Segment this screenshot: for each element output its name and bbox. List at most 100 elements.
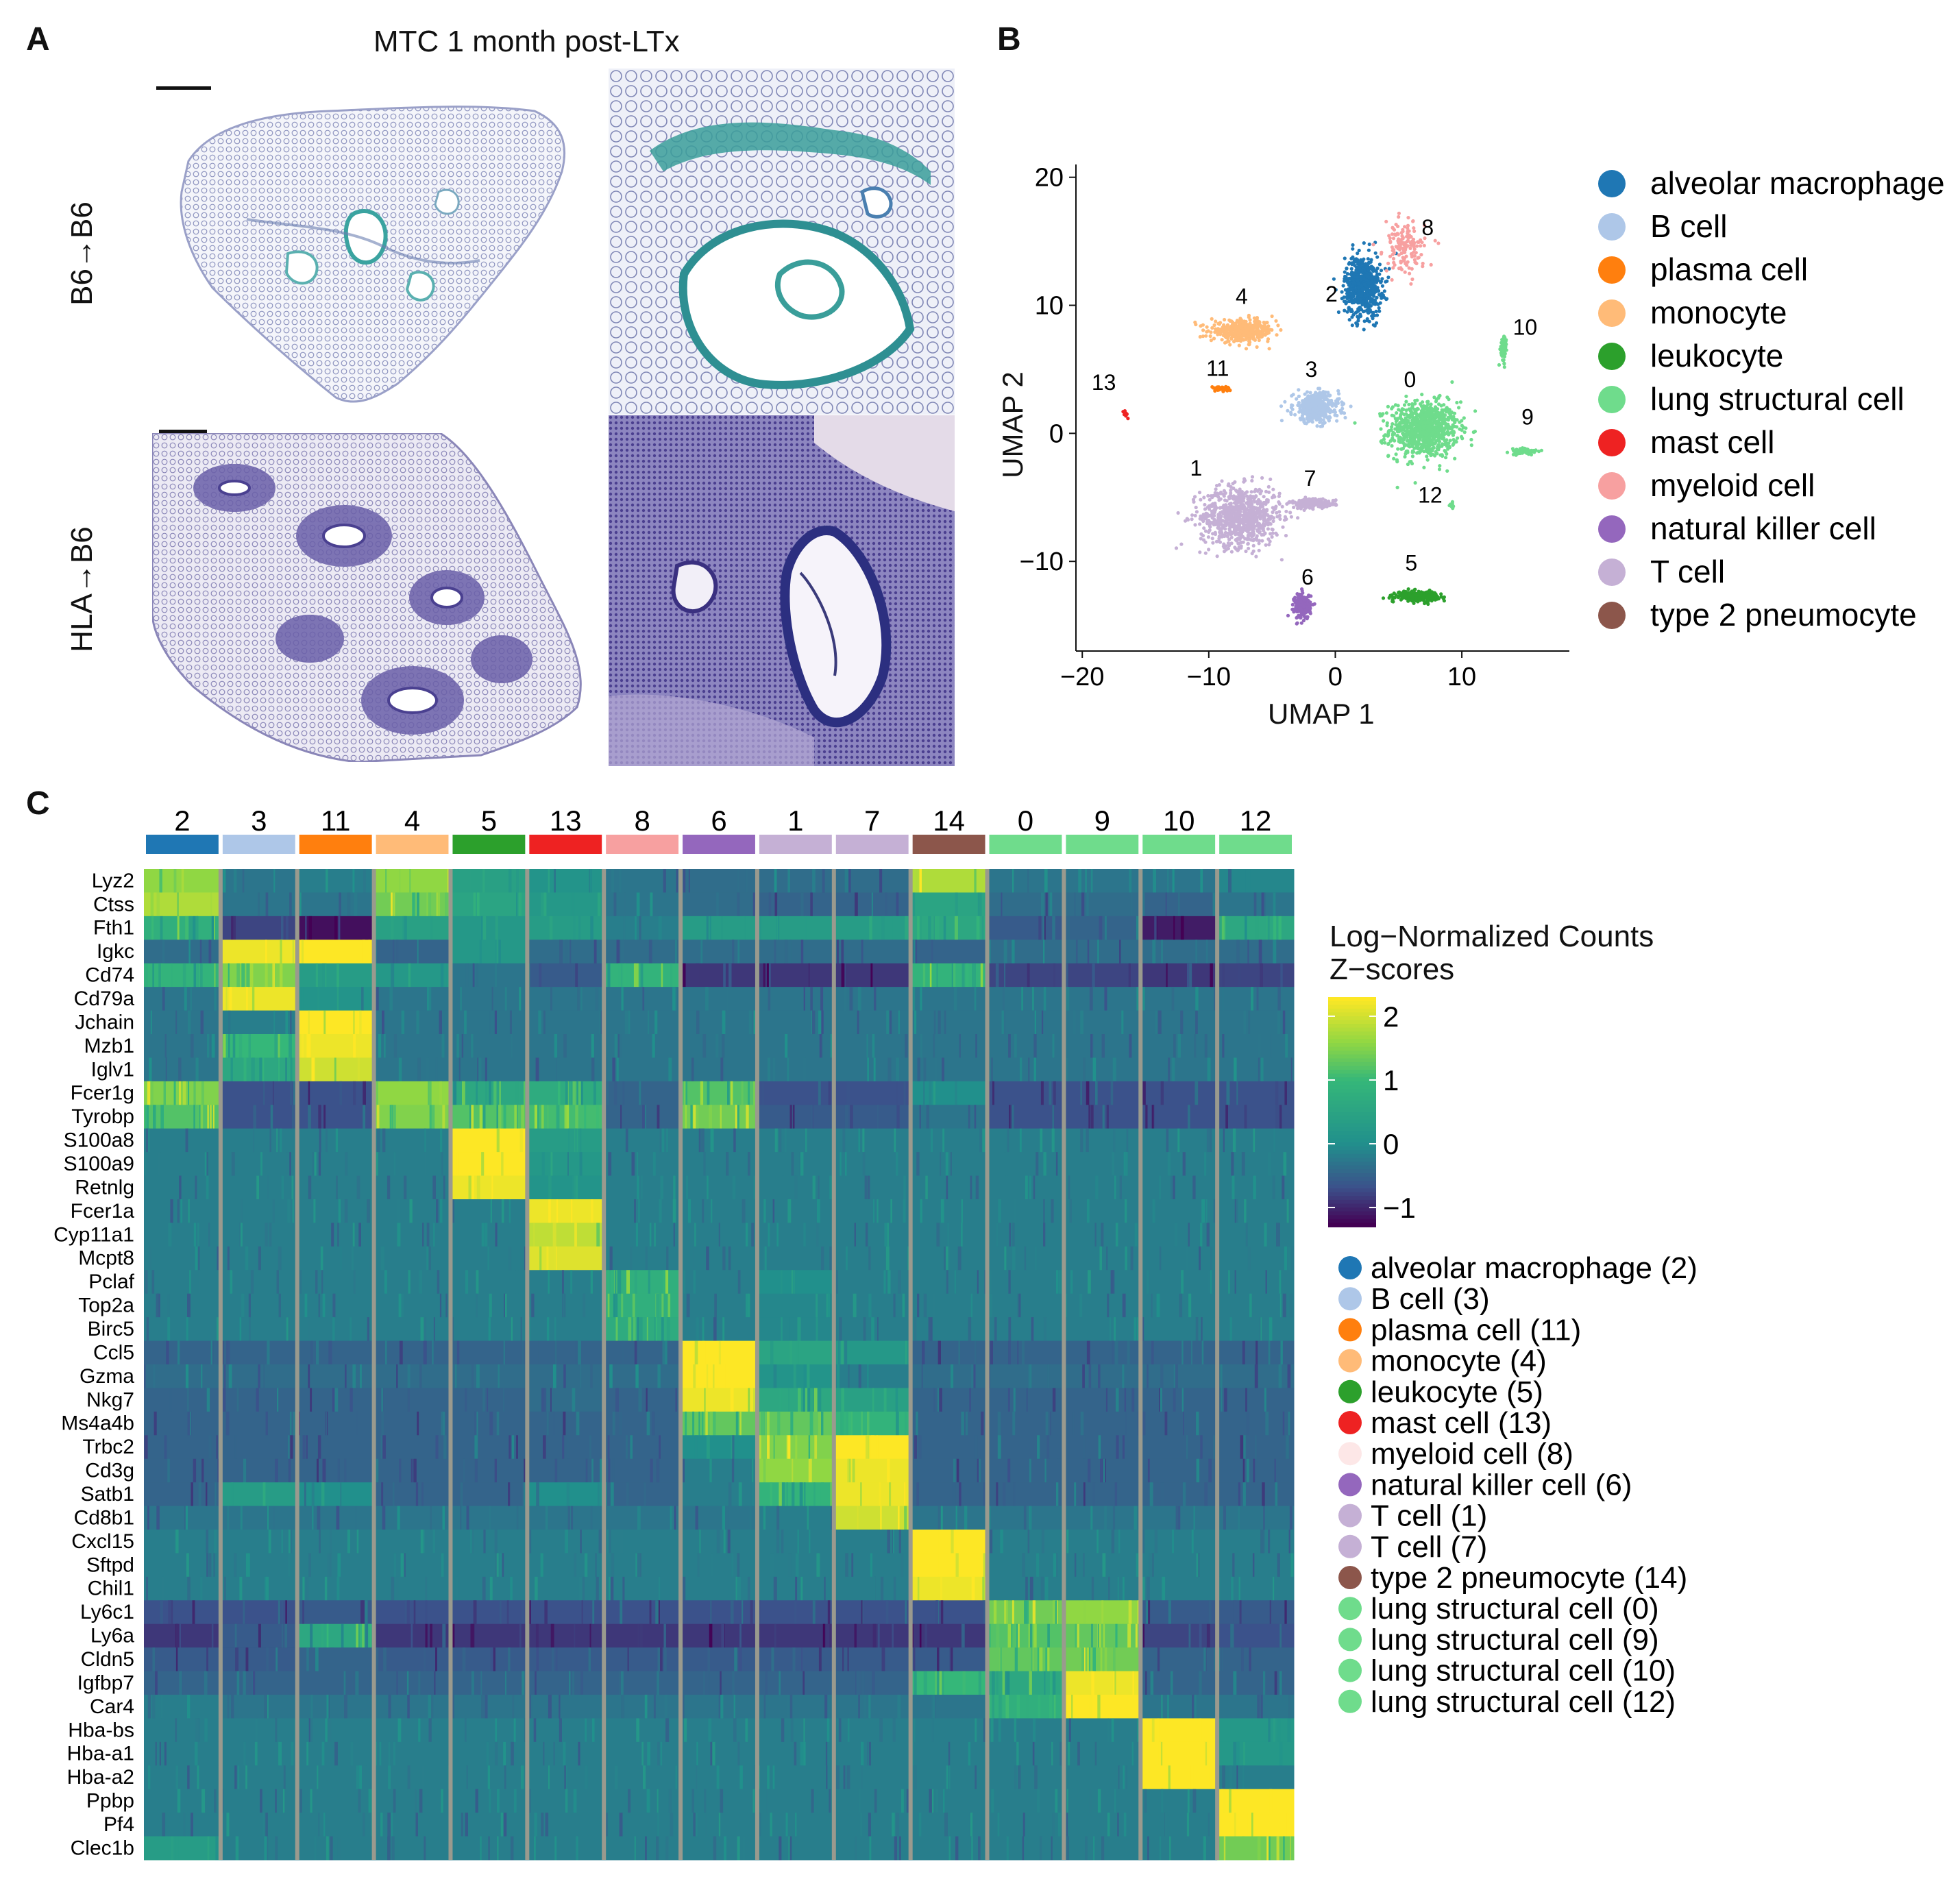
heatmap-column-label: 7 (864, 805, 880, 837)
heatmap-cell-stripe (476, 963, 478, 987)
heatmap-cell-stripe (675, 940, 677, 964)
umap-point (1255, 502, 1260, 506)
umap-point (1425, 458, 1430, 462)
heatmap-cell-stripe (768, 892, 772, 917)
umap-legend-item: myeloid cell (1650, 467, 1815, 503)
heatmap-cell-stripe (554, 869, 556, 893)
heatmap-cell-stripe (732, 940, 734, 964)
umap-point (1306, 413, 1310, 417)
heatmap-cell-stripe (353, 1034, 356, 1058)
heatmap-cell-stripe (151, 916, 154, 940)
umap-point (1351, 278, 1355, 282)
umap-point (1343, 308, 1347, 312)
umap-point (1229, 336, 1234, 341)
umap-point (1216, 539, 1221, 543)
heatmap-column-bar-9 (1066, 835, 1139, 854)
umap-point (1395, 434, 1399, 438)
heatmap-cell-stripe (980, 963, 983, 987)
umap-point (1299, 621, 1303, 625)
umap-point (1386, 454, 1391, 458)
umap-point (1343, 256, 1347, 260)
umap-point (1429, 443, 1433, 447)
heatmap-column-label: 2 (174, 805, 190, 837)
umap-point (1251, 543, 1255, 548)
heatmap-cell-stripe (398, 869, 401, 893)
umap-point (1418, 442, 1422, 446)
umap-point (1194, 322, 1198, 327)
heatmap-cell-stripe (803, 987, 805, 1011)
umap-point (1385, 297, 1389, 301)
umap-point (1301, 604, 1306, 609)
umap-point (1367, 242, 1371, 247)
umap-point (1212, 336, 1216, 341)
umap-point (1460, 428, 1464, 432)
umap-point (1245, 507, 1249, 511)
umap-point (1390, 232, 1395, 236)
umap-point (1202, 526, 1206, 530)
heatmap-cell-stripe (495, 916, 498, 940)
heatmap-cell-stripe (1045, 892, 1048, 917)
heatmap-cell-stripe (1119, 940, 1121, 964)
umap-point (1232, 506, 1236, 511)
heatmap-cell (757, 940, 835, 964)
umap-point (1382, 419, 1386, 423)
umap-point (1505, 450, 1510, 454)
heatmap-cell-stripe (1180, 916, 1184, 940)
umap-point (1436, 419, 1441, 423)
umap-point (1368, 297, 1372, 301)
umap-point (1197, 491, 1202, 495)
heatmap-cell-stripe (1087, 940, 1090, 964)
heatmap-cell-stripe (573, 916, 576, 940)
umap-point (1239, 518, 1243, 522)
umap-point (1350, 291, 1354, 295)
umap-point (1284, 509, 1288, 513)
heatmap-cell-stripe (199, 940, 202, 964)
umap-point (1237, 343, 1241, 347)
heatmap-cell-stripe (974, 869, 977, 893)
heatmap-cell-stripe (866, 1034, 868, 1058)
heatmap-cell-stripe (516, 869, 519, 893)
heatmap-cell (1064, 987, 1141, 1011)
heatmap-cell-stripe (619, 869, 622, 893)
umap-point (1219, 519, 1223, 524)
heatmap-cell (373, 987, 451, 1011)
umap-point (1356, 301, 1360, 305)
umap-point (1457, 406, 1461, 410)
heatmap-cell-stripe (228, 963, 230, 987)
umap-point (1431, 421, 1435, 426)
umap-point (1231, 320, 1235, 324)
umap-point (1315, 393, 1319, 397)
umap-point (1250, 552, 1254, 556)
heatmap-cell-stripe (285, 916, 289, 940)
umap-point (1254, 554, 1258, 559)
heatmap-cell-stripe (905, 916, 909, 940)
umap-point (1299, 408, 1303, 413)
heatmap-cell-stripe (173, 869, 177, 893)
umap-point (1407, 266, 1411, 270)
heatmap-row-Jchain (144, 1010, 1295, 1035)
umap-point (1410, 461, 1414, 466)
umap-point (1502, 365, 1506, 369)
heatmap-cell-stripe (336, 963, 339, 987)
umap-point (1211, 512, 1216, 516)
umap-point (1414, 441, 1419, 445)
umap-point (1502, 361, 1506, 365)
umap-point (1520, 450, 1524, 454)
umap-point (1350, 309, 1354, 313)
heatmap-cell-stripe (1238, 963, 1241, 987)
heatmap-cell-stripe (892, 916, 896, 940)
heatmap-cell-stripe (620, 940, 624, 964)
umap-point (1397, 590, 1401, 594)
heatmap-cell-stripe (554, 1034, 558, 1058)
umap-point (1352, 271, 1356, 275)
umap-point (1413, 410, 1417, 415)
umap-point (1193, 523, 1197, 527)
heatmap-cell-stripe (874, 987, 877, 1011)
umap-point (1201, 519, 1205, 524)
heatmap-cell-stripe (580, 987, 583, 1011)
heatmap-cell-stripe (811, 1010, 816, 1035)
umap-point (1217, 483, 1221, 487)
heatmap-cell-stripe (810, 987, 813, 1011)
umap-point (1224, 503, 1228, 507)
umap-point (1295, 503, 1299, 507)
